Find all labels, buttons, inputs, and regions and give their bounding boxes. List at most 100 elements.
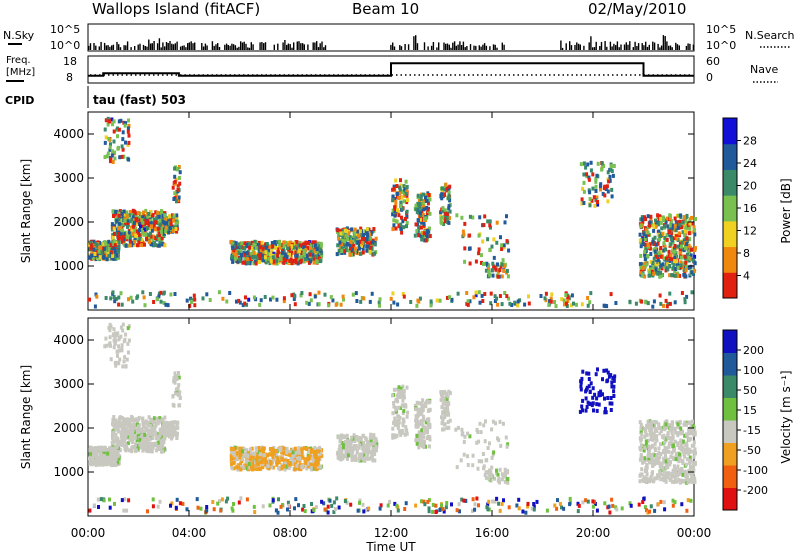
noise-bar [669,45,672,50]
echo-cell [344,248,348,252]
echo-cell [439,210,443,215]
echo-cell [659,270,663,275]
echo-cell [507,248,511,253]
echo-cell [126,441,130,446]
echo-cell [300,450,304,454]
echo-cell [658,274,662,279]
echo-cell [609,167,613,172]
echo-cell [201,296,205,301]
echo-cell [345,433,349,438]
echo-cell [302,446,306,451]
echo-cell [150,449,153,454]
echo-cell [264,245,268,250]
echo-cell [366,440,369,445]
noise-bar [446,43,449,50]
echo-cell [111,232,115,237]
echo-cell [111,122,114,127]
echo-cell [232,251,236,256]
echo-cell [585,371,589,376]
echo-cell [189,300,193,304]
colorbar-segment [723,246,737,273]
echo-cell [361,241,365,246]
echo-cell [235,451,239,456]
echo-cell [243,301,247,306]
echo-cell [606,396,610,400]
echo-cell [288,252,291,257]
echo-cell [141,440,145,445]
echo-cell [230,447,234,451]
echo-cell [105,343,109,348]
echo-cell [426,230,429,234]
echo-cell [399,222,403,227]
echo-cell [308,252,312,257]
echo-cell [124,417,128,422]
colorbar-segment [723,220,737,248]
echo-cell [256,462,260,467]
echo-cell [121,234,125,239]
echo-cell [130,449,134,454]
echo-cell [687,265,691,270]
noise-bar [174,43,176,50]
echo-cell [414,203,418,208]
echo-cell [440,393,444,398]
echo-cell [177,175,181,180]
echo-cell [685,252,689,257]
echo-cell [89,447,93,452]
noise-bar [277,43,279,50]
echo-cell [594,177,598,182]
echo-cell [399,204,402,209]
echo-cell [366,233,369,238]
echo-cell [246,453,250,458]
echo-cell [131,224,135,229]
noise-bar [201,43,203,50]
echo-cell [159,242,163,247]
echo-cell [402,408,406,413]
echo-cell [154,236,158,241]
echo-cell [418,198,421,203]
echo-cell [565,301,568,306]
echo-cell [244,462,248,467]
echo-cell [122,432,126,437]
echo-cell [644,242,648,247]
echo-cell [641,242,645,247]
echo-cell [193,303,197,308]
echo-cell [314,449,318,454]
echo-cell [250,246,254,251]
echo-cell [602,303,606,308]
echo-cell [174,221,178,226]
echo-cell [247,260,250,265]
echo-cell [149,417,153,422]
echo-cell [594,189,598,193]
echo-cell [141,220,145,225]
echo-cell [136,446,140,451]
echo-cell [157,237,161,242]
noise-bar [641,43,643,50]
echo-cell [513,300,517,305]
echo-cell [339,302,343,307]
echo-cell [660,273,664,278]
echo-cell [117,119,121,124]
echo-cell [579,379,583,384]
freq-label: Freq. [6,55,31,66]
echo-cell [422,404,426,408]
echo-cell [685,265,688,270]
noise-bar [252,44,254,50]
echo-cell [171,430,175,435]
echo-cell [448,418,452,423]
echo-cell [143,446,147,451]
echo-cell [253,254,257,259]
echo-cell [177,371,180,375]
echo-cell [438,298,442,303]
echo-cell [423,425,426,430]
echo-cell [397,196,401,200]
echo-cell [341,445,345,450]
echo-cell [140,237,143,242]
echo-cell [290,293,294,298]
echo-cell [582,180,586,185]
echo-cell [151,445,155,450]
echo-cell [269,297,272,302]
echo-cell [133,418,137,423]
echo-cell [107,256,111,261]
echo-cell [116,454,120,459]
echo-cell [665,216,669,221]
